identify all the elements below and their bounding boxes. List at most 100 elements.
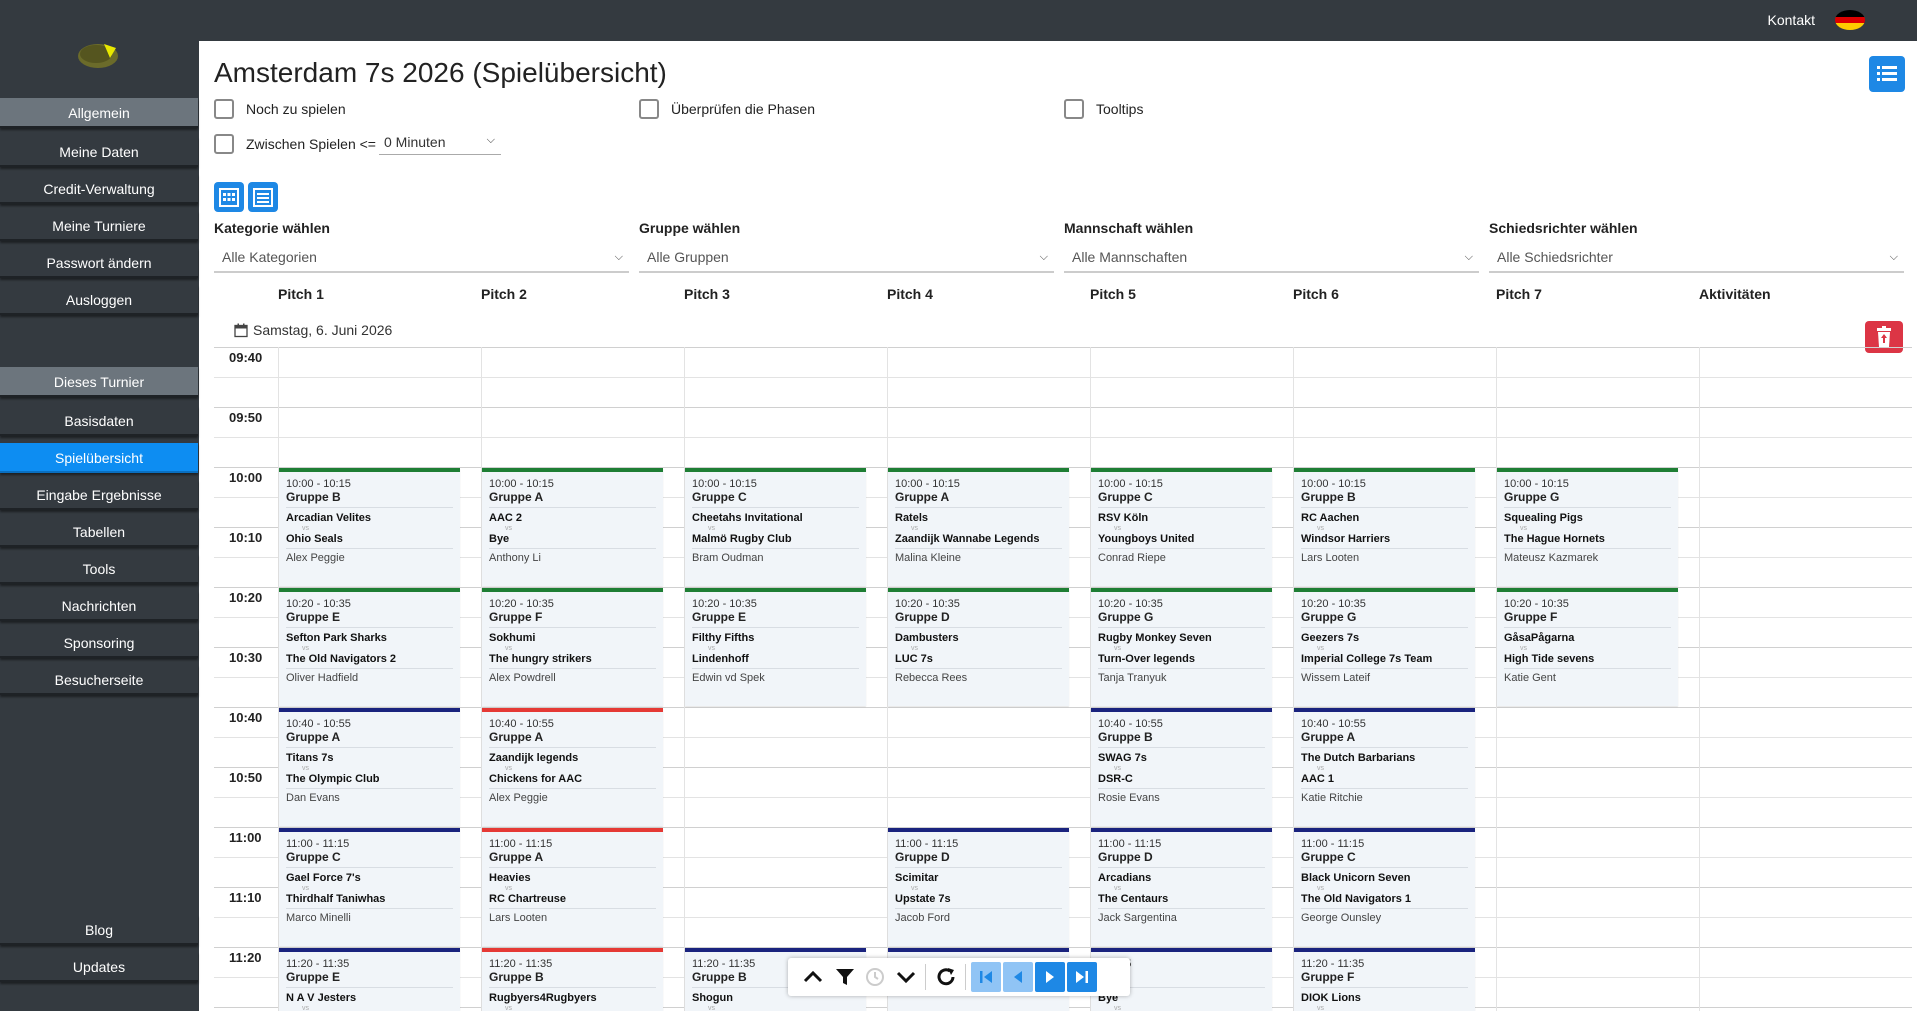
group-select[interactable]: Alle Gruppen ⌵ bbox=[639, 241, 1054, 273]
between-games-checkbox[interactable] bbox=[214, 134, 234, 154]
sidebar-item-nachrichten[interactable]: Nachrichten bbox=[0, 591, 198, 621]
match-card[interactable]: 11:00 - 11:15 Gruppe C Gael Force 7's vs Thi… bbox=[279, 828, 460, 946]
match-card[interactable]: 11:00 - 11:15 Gruppe A Heavies vs RC Chartre… bbox=[482, 828, 663, 946]
match-group: Gruppe D bbox=[1098, 850, 1265, 868]
timeline-view-button[interactable] bbox=[248, 182, 278, 212]
between-games-option[interactable]: Zwischen Spielen <= bbox=[214, 134, 376, 154]
tooltips-checkbox[interactable] bbox=[1064, 99, 1084, 119]
match-card[interactable]: 11:20 - 11:35 Gruppe F DIOK Lions vs bbox=[1294, 948, 1475, 1011]
match-time: 11:00 - 11:15 bbox=[1301, 838, 1365, 850]
still-to-play-checkbox[interactable] bbox=[214, 99, 234, 119]
vs-label: vs bbox=[708, 1005, 715, 1011]
match-card[interactable]: 10:40 - 10:55 Gruppe A The Dutch Barbarian… bbox=[1294, 708, 1475, 826]
grid-line bbox=[214, 737, 1912, 738]
sidebar-item-passwort-ändern[interactable]: Passwort ändern bbox=[0, 248, 198, 278]
bottom-toolbar bbox=[788, 958, 1130, 996]
match-card[interactable]: 10:00 - 10:15 Gruppe C RSV Köln vs Youngboys… bbox=[1091, 468, 1272, 586]
match-card[interactable]: 10:20 - 10:35 Gruppe E Filthy Fifths vs Lind… bbox=[685, 588, 866, 706]
match-card[interactable]: 10:20 - 10:35 Gruppe G Rugby Monkey Seven v… bbox=[1091, 588, 1272, 706]
home-team: Filthy Fifths bbox=[692, 632, 755, 644]
check-phases-option[interactable]: Überprüfen die Phasen bbox=[639, 99, 815, 119]
scroll-up-button[interactable] bbox=[798, 962, 828, 992]
vs-label: vs bbox=[505, 1005, 512, 1011]
match-time: 10:20 - 10:35 bbox=[1301, 598, 1366, 610]
grid-view-button[interactable] bbox=[214, 182, 244, 212]
grid-column-line bbox=[684, 347, 685, 1011]
match-card[interactable]: 11:00 - 11:15 Gruppe D Arcadians vs The Cent… bbox=[1091, 828, 1272, 946]
match-card[interactable]: 11:00 - 11:15 Gruppe C Black Unicorn Seven… bbox=[1294, 828, 1475, 946]
match-time: 11:00 - 11:15 bbox=[286, 838, 350, 850]
match-card[interactable]: 10:40 - 10:55 Gruppe A Titans 7s vs The Olym… bbox=[279, 708, 460, 826]
vs-label: vs bbox=[1317, 525, 1324, 532]
match-card[interactable]: 11:20 - 11:35 Gruppe B Rugbyers4Rugbyers vs bbox=[482, 948, 663, 1011]
last-page-button[interactable] bbox=[1067, 962, 1097, 992]
pitch-header: Pitch 7 bbox=[1496, 286, 1542, 302]
next-page-button[interactable] bbox=[1035, 962, 1065, 992]
sidebar-item-basisdaten[interactable]: Basisdaten bbox=[0, 406, 198, 436]
sidebar-item-credit-verwaltung[interactable]: Credit-Verwaltung bbox=[0, 174, 198, 204]
match-card[interactable]: 10:00 - 10:15 Gruppe G Squealing Pigs vs The… bbox=[1497, 468, 1678, 586]
match-card[interactable]: 10:00 - 10:15 Gruppe A AAC 2 vs Bye Anthony L… bbox=[482, 468, 663, 586]
match-card[interactable]: 10:40 - 10:55 Gruppe B SWAG 7s vs DSR-C Rosie… bbox=[1091, 708, 1272, 826]
vs-label: vs bbox=[302, 1005, 309, 1011]
away-team: The Hague Hornets bbox=[1504, 533, 1605, 545]
match-card[interactable]: 11:20 - 11:35 Gruppe E N A V Jesters vs bbox=[279, 948, 460, 1011]
match-group: Gruppe D bbox=[895, 850, 1062, 868]
sidebar-item-meine-turniere[interactable]: Meine Turniere bbox=[0, 211, 198, 241]
away-team: Chickens for AAC bbox=[489, 773, 583, 785]
time-label: 10:40 bbox=[229, 710, 263, 725]
sidebar-item-allgemein[interactable]: Allgemein bbox=[0, 98, 198, 128]
sidebar-item-dieses-turnier[interactable]: Dieses Turnier bbox=[0, 367, 198, 397]
minutes-select[interactable]: 0 Minuten ⌵ bbox=[379, 133, 501, 155]
match-card[interactable]: 11:00 - 11:15 Gruppe D Scimitar vs Upstate 7… bbox=[888, 828, 1069, 946]
sidebar-item-ausloggen[interactable]: Ausloggen bbox=[0, 285, 198, 315]
referee-select[interactable]: Alle Schiedsrichter ⌵ bbox=[1489, 241, 1904, 273]
match-time: 10:20 - 10:35 bbox=[692, 598, 757, 610]
sidebar-item-updates[interactable]: Updates bbox=[0, 952, 198, 982]
match-group: Gruppe B bbox=[692, 970, 859, 988]
match-card[interactable]: 10:00 - 10:15 Gruppe A Ratels vs Zaandijk Wa… bbox=[888, 468, 1069, 586]
match-time: 10:20 - 10:35 bbox=[895, 598, 960, 610]
sidebar-item-tools[interactable]: Tools bbox=[0, 554, 198, 584]
check-phases-checkbox[interactable] bbox=[639, 99, 659, 119]
sidebar-item-besucherseite[interactable]: Besucherseite bbox=[0, 665, 198, 695]
match-card[interactable]: 10:20 - 10:35 Gruppe F Sokhumi vs The hungry… bbox=[482, 588, 663, 706]
category-select[interactable]: Alle Kategorien ⌵ bbox=[214, 241, 629, 273]
match-time: 10:40 - 10:55 bbox=[489, 718, 554, 730]
first-page-button[interactable] bbox=[971, 962, 1001, 992]
match-card[interactable]: 10:00 - 10:15 Gruppe C Cheetahs Invitation… bbox=[685, 468, 866, 586]
match-time: 11:20 - 11:35 bbox=[286, 958, 350, 970]
previous-page-button[interactable] bbox=[1003, 962, 1033, 992]
sidebar-item-spielübersicht[interactable]: Spielübersicht bbox=[0, 443, 198, 473]
sidebar-item-tabellen[interactable]: Tabellen bbox=[0, 517, 198, 547]
away-team: Bye bbox=[489, 533, 510, 545]
sidebar-item-eingabe-ergebnisse[interactable]: Eingabe Ergebnisse bbox=[0, 480, 198, 510]
match-card[interactable]: 10:20 - 10:35 Gruppe D Dambusters vs LUC 7s R… bbox=[888, 588, 1069, 706]
sidebar-item-blog[interactable]: Blog bbox=[0, 915, 198, 945]
logo-icon[interactable] bbox=[74, 36, 122, 72]
match-card[interactable]: 10:00 - 10:15 Gruppe B RC Aachen vs Windsor … bbox=[1294, 468, 1475, 586]
filter-button[interactable] bbox=[830, 962, 860, 992]
scroll-down-button[interactable] bbox=[891, 962, 921, 992]
match-card[interactable]: 10:00 - 10:15 Gruppe B Arcadian Velites vs O… bbox=[279, 468, 460, 586]
tooltips-option[interactable]: Tooltips bbox=[1064, 99, 1143, 119]
sidebar-item-sponsoring[interactable]: Sponsoring bbox=[0, 628, 198, 658]
prev-page-icon bbox=[1014, 971, 1022, 983]
list-view-button[interactable] bbox=[1869, 56, 1905, 92]
team-select[interactable]: Alle Mannschaften ⌵ bbox=[1064, 241, 1479, 273]
match-card[interactable]: 10:20 - 10:35 Gruppe E Sefton Park Sharks v… bbox=[279, 588, 460, 706]
match-time: 11:20 - 11:35 bbox=[489, 958, 553, 970]
still-to-play-option[interactable]: Noch zu spielen bbox=[214, 99, 346, 119]
match-card[interactable]: 10:20 - 10:35 Gruppe F GåsaPågarna vs High T… bbox=[1497, 588, 1678, 706]
refresh-button[interactable] bbox=[931, 962, 961, 992]
contact-link[interactable]: Kontakt bbox=[1767, 12, 1815, 28]
top-bar: Kontakt bbox=[199, 0, 1917, 41]
match-card[interactable]: 10:20 - 10:35 Gruppe G Geezers 7s vs Imperia… bbox=[1294, 588, 1475, 706]
german-flag-icon[interactable] bbox=[1835, 10, 1865, 30]
clock-button[interactable] bbox=[860, 962, 890, 992]
match-card[interactable]: 10:40 - 10:55 Gruppe A Zaandijk legends vs C… bbox=[482, 708, 663, 826]
match-time: 10:20 - 10:35 bbox=[1098, 598, 1163, 610]
grid-column-line bbox=[481, 347, 482, 1011]
tooltips-label: Tooltips bbox=[1096, 101, 1144, 117]
sidebar-item-meine-daten[interactable]: Meine Daten bbox=[0, 137, 198, 167]
